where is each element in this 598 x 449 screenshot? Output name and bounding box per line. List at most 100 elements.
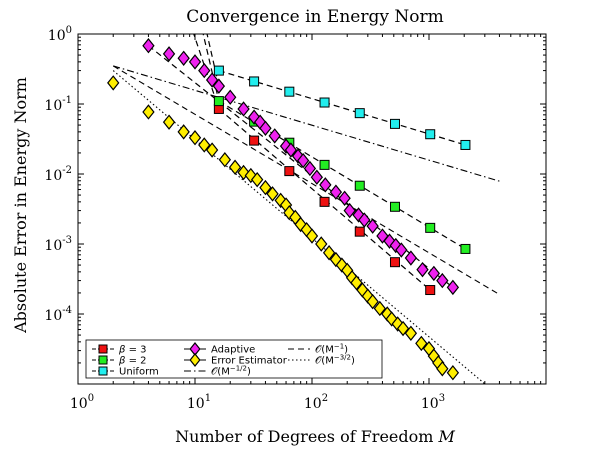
data-point	[460, 243, 471, 254]
data-point	[335, 257, 349, 273]
x-axis-label-text: Number of Degrees of Freedom	[175, 427, 438, 446]
legend-label-text: = 2	[125, 356, 146, 367]
data-point	[218, 152, 232, 168]
y-tick-label-base: 10	[44, 168, 62, 184]
y-tick-label-exponent: -4	[62, 305, 72, 316]
data-point	[188, 129, 202, 146]
data-point	[305, 228, 319, 244]
legend-label: 𝒪(M−1/2)	[211, 365, 251, 378]
legend-label-close: )	[344, 345, 348, 356]
legend-label: Adaptive	[211, 345, 255, 356]
data-point	[259, 120, 272, 136]
legend-marker	[189, 353, 201, 367]
legend-entry: Uniform	[92, 366, 159, 378]
legend-entry: β = 2	[92, 355, 147, 367]
legend-label-text: 𝒪(M	[211, 367, 230, 378]
data-point	[162, 114, 176, 130]
data-point	[389, 237, 402, 254]
data-point	[259, 179, 272, 196]
x-tick-label-exponent: 3	[439, 393, 445, 404]
legend-marker	[98, 344, 108, 354]
data-point	[283, 204, 296, 221]
legend-marker	[98, 355, 108, 365]
data-point	[188, 54, 202, 70]
y-tick-label-base: 10	[44, 98, 62, 114]
legend-label-exponent: −3/2	[334, 354, 351, 362]
y-tick-label-base: 10	[44, 238, 62, 254]
data-point	[404, 325, 418, 342]
x-tick-label-base: 10	[70, 396, 88, 412]
x-tick-label-base: 10	[421, 396, 439, 412]
data-point	[198, 62, 211, 79]
data-point	[249, 135, 260, 146]
data-point	[391, 316, 404, 332]
data-point	[205, 142, 219, 158]
data-point	[354, 108, 365, 119]
legend-label: Error Estimator	[211, 356, 288, 367]
y-axis-label: Absolute Error in Energy Norm	[11, 77, 30, 334]
fit-line	[218, 70, 466, 146]
series-adaptive	[142, 38, 460, 296]
x-axis-label-symbol: M	[438, 427, 456, 446]
data-point	[373, 300, 387, 317]
y-tick-label-exponent: -3	[62, 235, 72, 246]
data-point	[343, 202, 356, 219]
data-point	[460, 139, 471, 150]
data-point	[416, 261, 429, 278]
data-point	[296, 152, 310, 169]
data-point	[284, 86, 295, 97]
data-point	[395, 242, 408, 258]
y-tick-label: 10-1	[44, 95, 72, 114]
data-point	[415, 335, 428, 352]
data-point	[237, 164, 250, 181]
data-point	[212, 78, 226, 94]
data-point	[404, 250, 418, 266]
data-point	[319, 196, 330, 207]
legend-entry: 𝒪(M−1/2)	[184, 365, 251, 378]
data-point	[315, 236, 328, 252]
legend-label-symbol: β	[118, 356, 126, 367]
legend-box	[85, 339, 383, 379]
data-point	[303, 160, 317, 177]
data-point	[251, 171, 264, 188]
data-point	[177, 50, 190, 66]
y-tick-label-base: 10	[48, 28, 66, 44]
legend-label-close: )	[351, 356, 355, 367]
data-point	[396, 320, 410, 337]
data-point	[389, 118, 400, 129]
data-point	[228, 159, 242, 175]
data-point	[350, 274, 363, 291]
legend-entry: β = 3	[92, 344, 147, 356]
data-point	[322, 245, 336, 261]
x-axis-label: Number of Degrees of Freedom M	[175, 427, 455, 446]
y-tick-label: 10-2	[44, 165, 72, 184]
data-point	[205, 72, 219, 88]
x-tick-label: 102	[304, 393, 328, 412]
data-point	[366, 218, 379, 234]
x-tick-label-exponent: 2	[322, 393, 328, 404]
series--3	[213, 103, 436, 296]
data-point	[319, 177, 332, 193]
data-point	[268, 128, 281, 144]
data-point	[446, 364, 460, 381]
legend-label-close: )	[247, 367, 251, 378]
data-point	[366, 293, 379, 310]
data-point	[354, 226, 365, 237]
data-point	[177, 124, 190, 140]
data-point	[213, 96, 224, 107]
x-tick-label-exponent: 0	[88, 393, 94, 404]
data-point	[142, 104, 155, 120]
data-point	[319, 159, 330, 170]
data-point	[162, 46, 176, 62]
legend-label-exponent: −1/2	[230, 365, 247, 373]
legend-label: β = 3	[118, 345, 147, 356]
fit-line	[218, 100, 466, 250]
data-point	[389, 257, 400, 268]
y-tick-label: 100	[48, 25, 72, 44]
series-uniform	[213, 65, 471, 150]
data-point	[329, 184, 343, 200]
reference-line	[113, 65, 500, 182]
